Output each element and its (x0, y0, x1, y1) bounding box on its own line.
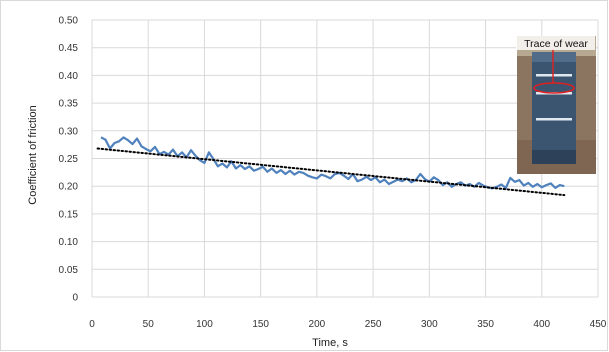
x-tick-label: 100 (196, 319, 213, 330)
x-tick-label: 200 (309, 319, 326, 330)
x-tick-label: 350 (477, 319, 494, 330)
block-stripe (536, 74, 572, 77)
trace-of-wear-label: Trace of wear (524, 38, 588, 50)
y-tick-label: 0.35 (59, 99, 79, 110)
series-layer (96, 136, 566, 197)
gridlines (91, 19, 599, 298)
x-tick-label: 50 (143, 319, 155, 330)
x-axis-ticks: 0 50 100 150 200 250 300 350 400 450 (89, 319, 607, 330)
x-tick-label: 150 (252, 319, 269, 330)
trendline (96, 147, 566, 197)
y-tick-label: 0.05 (59, 265, 79, 276)
x-axis-title: Time, s (312, 337, 348, 349)
friction-series-line (100, 136, 565, 190)
y-tick-label: 0.45 (59, 43, 79, 54)
x-tick-label: 250 (365, 319, 382, 330)
y-tick-label: 0 (72, 293, 78, 304)
block-top-face (532, 52, 576, 62)
label-backdrop (516, 36, 595, 50)
y-tick-label: 0.50 (59, 16, 79, 27)
y-tick-label: 0.40 (59, 71, 79, 82)
y-tick-label: 0.20 (59, 182, 79, 193)
x-tick-label: 400 (533, 319, 550, 330)
y-tick-label: 0.10 (59, 237, 79, 248)
y-tick-label: 0.25 (59, 154, 79, 165)
wear-trace-photo: Trace of wear (516, 36, 596, 174)
y-tick-label: 0.15 (59, 209, 79, 220)
wear-marker-ellipse (533, 82, 575, 94)
x-tick-label: 300 (421, 319, 438, 330)
block-stripe (536, 118, 572, 121)
y-tick-label: 0.30 (59, 126, 79, 137)
block-photo-icon (532, 52, 576, 164)
x-tick-label: 0 (89, 319, 95, 330)
y-axis-title: Coefficient of friction (27, 105, 39, 204)
x-tick-label: 450 (590, 319, 607, 330)
block-shadow-face (532, 150, 576, 164)
y-axis-ticks: 0 0.05 0.10 0.15 0.20 0.25 0.30 0.35 0.40 0.45 0.5… (59, 16, 79, 304)
